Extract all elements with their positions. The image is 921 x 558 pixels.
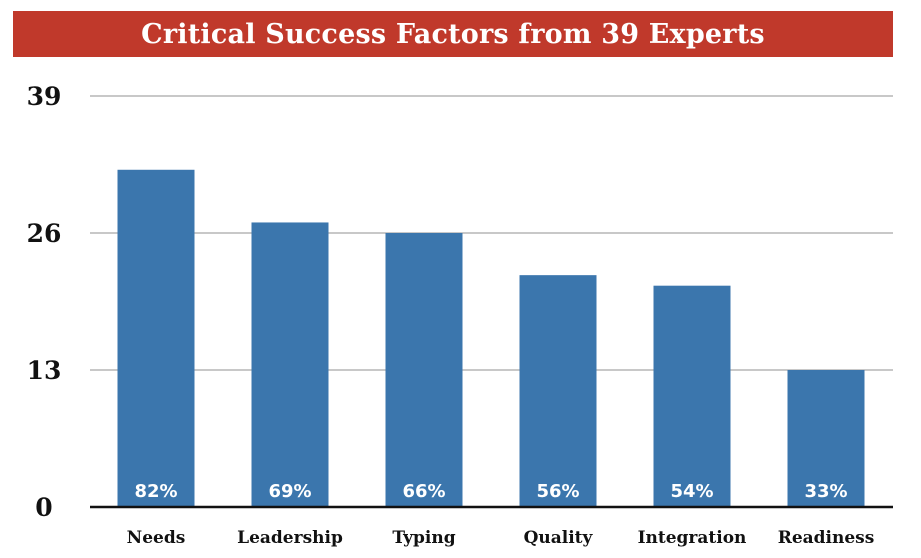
bar xyxy=(787,370,865,507)
bar-value-label: 56% xyxy=(536,481,579,502)
y-tick-label: 39 xyxy=(27,82,62,111)
chart-title: Critical Success Factors from 39 Experts xyxy=(141,18,765,50)
x-tick-label: Integration xyxy=(638,528,747,548)
bar xyxy=(117,169,195,507)
bar-value-label: 82% xyxy=(134,481,177,502)
x-tick-label: Leadership xyxy=(237,528,343,548)
bar-value-label: 69% xyxy=(268,481,311,502)
y-tick-label: 0 xyxy=(35,493,52,522)
x-tick-label: Quality xyxy=(524,528,594,548)
bar xyxy=(653,285,731,507)
x-tick-label: Readiness xyxy=(778,528,875,548)
x-tick-label: Needs xyxy=(127,528,186,548)
title-banner: Critical Success Factors from 39 Experts xyxy=(13,11,893,57)
x-tick-label: Typing xyxy=(392,528,455,548)
y-tick-label: 26 xyxy=(27,219,62,248)
bar-value-label: 66% xyxy=(402,481,445,502)
y-tick-label: 13 xyxy=(27,356,62,385)
bar-value-label: 54% xyxy=(670,481,713,502)
bar xyxy=(251,222,329,507)
bar xyxy=(519,275,597,507)
bar xyxy=(385,233,463,507)
bar-value-label: 33% xyxy=(804,481,847,502)
